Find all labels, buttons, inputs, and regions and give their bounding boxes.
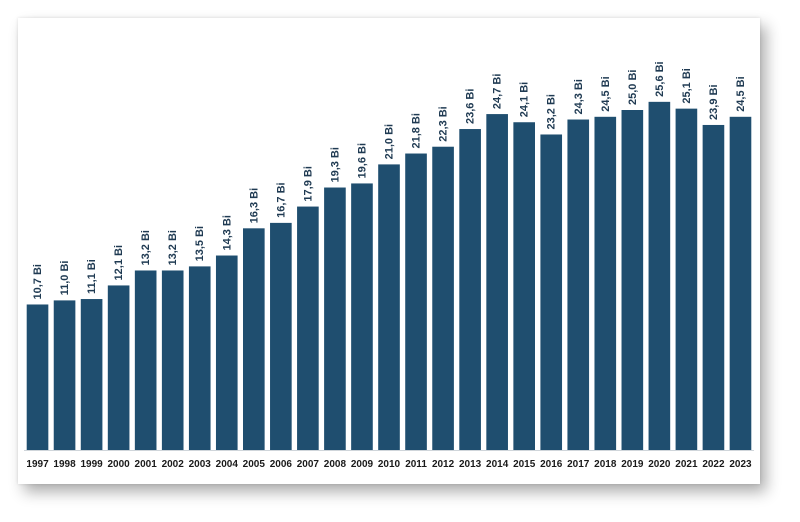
value-label-1997: 10,7 Bi — [32, 264, 44, 299]
bar-2012 — [432, 146, 454, 450]
bar-2010 — [378, 164, 400, 450]
x-tick-2021: 2021 — [675, 459, 698, 470]
chart-frame: 10,7 Bi 11,0 Bi 11,1 Bi 12,1 Bi 13,2 Bi 13,2 … — [18, 18, 760, 484]
value-label-2012: 22,3 Bi — [438, 106, 450, 141]
bar-2017 — [567, 119, 590, 451]
value-label-2003: 13,5 Bi — [194, 226, 206, 261]
bar-2005 — [243, 228, 265, 450]
value-label-2008: 19,3 Bi — [329, 147, 341, 182]
x-tick-2018: 2018 — [594, 459, 617, 470]
bar-2007 — [297, 206, 319, 450]
value-label-2013: 23,6 Bi — [465, 89, 477, 124]
x-tick-2004: 2004 — [216, 459, 239, 470]
bar-2000 — [107, 285, 130, 450]
bar-1998 — [53, 300, 76, 450]
x-tick-2019: 2019 — [621, 459, 644, 470]
x-tick-2020: 2020 — [648, 459, 671, 470]
bar-2021 — [675, 108, 698, 450]
value-label-2004: 14,3 Bi — [221, 215, 233, 250]
bar-2013 — [459, 129, 481, 450]
x-tick-1997: 1997 — [26, 459, 49, 470]
value-label-2023: 24,5 Bi — [735, 76, 747, 111]
x-tick-2012: 2012 — [432, 459, 455, 470]
x-tick-2000: 2000 — [108, 459, 131, 470]
bar-2016 — [540, 134, 563, 450]
bar-2018 — [594, 116, 617, 451]
x-tick-2015: 2015 — [513, 459, 536, 470]
value-label-2007: 17,9 Bi — [302, 166, 314, 201]
bar-2023 — [729, 116, 752, 451]
bar-2003 — [188, 266, 211, 450]
value-label-2019: 25,0 Bi — [627, 70, 639, 105]
bar-2011 — [405, 153, 427, 450]
value-label-2015: 24,1 Bi — [519, 82, 531, 117]
x-tick-1999: 1999 — [80, 459, 103, 470]
x-tick-2005: 2005 — [243, 459, 266, 470]
value-label-2020: 25,6 Bi — [654, 61, 666, 96]
bar-chart: 10,7 Bi 11,0 Bi 11,1 Bi 12,1 Bi 13,2 Bi 13,2 … — [24, 61, 754, 470]
x-tick-2014: 2014 — [486, 459, 509, 470]
x-tick-2017: 2017 — [567, 459, 590, 470]
x-tick-2022: 2022 — [702, 459, 725, 470]
x-tick-2001: 2001 — [135, 459, 158, 470]
bar-1999 — [80, 299, 103, 450]
value-label-2018: 24,5 Bi — [600, 76, 612, 111]
bar-2014 — [486, 114, 508, 450]
value-label-2000: 12,1 Bi — [113, 245, 125, 280]
bar-2008 — [324, 187, 346, 450]
x-tick-2006: 2006 — [270, 459, 293, 470]
bar-2020 — [648, 101, 671, 450]
bar-2006 — [270, 222, 292, 450]
x-tick-2008: 2008 — [324, 459, 347, 470]
value-label-2001: 13,2 Bi — [140, 230, 152, 265]
x-tick-1998: 1998 — [53, 459, 76, 470]
x-tick-2016: 2016 — [540, 459, 563, 470]
bar-2002 — [161, 270, 184, 450]
value-label-2009: 19,6 Bi — [356, 143, 368, 178]
value-label-2011: 21,8 Bi — [411, 113, 423, 148]
x-axis-ticks: 1997 1998 1999 2000 2001 2002 2003 2004 2005 2006… — [26, 459, 752, 470]
value-label-2005: 16,3 Bi — [248, 188, 260, 223]
x-tick-2023: 2023 — [729, 459, 752, 470]
x-tick-2007: 2007 — [297, 459, 320, 470]
x-tick-2011: 2011 — [405, 459, 427, 470]
value-labels-group: 10,7 Bi 11,0 Bi 11,1 Bi 12,1 Bi 13,2 Bi 13,2 … — [32, 61, 747, 299]
value-label-2006: 16,7 Bi — [275, 182, 287, 217]
value-label-2010: 21,0 Bi — [384, 124, 396, 159]
value-label-1999: 11,1 Bi — [86, 259, 98, 294]
value-label-2021: 25,1 Bi — [681, 68, 693, 103]
bar-2009 — [351, 183, 373, 450]
value-label-2002: 13,2 Bi — [167, 230, 179, 265]
bar-1997 — [26, 304, 49, 450]
bars-group — [26, 101, 752, 451]
bar-2015 — [513, 122, 535, 451]
bar-2022 — [702, 124, 725, 451]
value-label-2022: 23,9 Bi — [708, 84, 720, 119]
bar-2004 — [215, 255, 238, 450]
bar-2001 — [134, 270, 157, 450]
x-tick-2010: 2010 — [378, 459, 401, 470]
x-tick-2002: 2002 — [162, 459, 185, 470]
x-tick-2013: 2013 — [459, 459, 482, 470]
x-tick-2009: 2009 — [351, 459, 374, 470]
value-label-2017: 24,3 Bi — [573, 79, 585, 114]
x-tick-2003: 2003 — [189, 459, 212, 470]
bar-2019 — [621, 110, 644, 450]
value-label-1998: 11,0 Bi — [59, 261, 71, 296]
value-label-2014: 24,7 Bi — [492, 74, 504, 109]
value-label-2016: 23,2 Bi — [546, 94, 558, 129]
